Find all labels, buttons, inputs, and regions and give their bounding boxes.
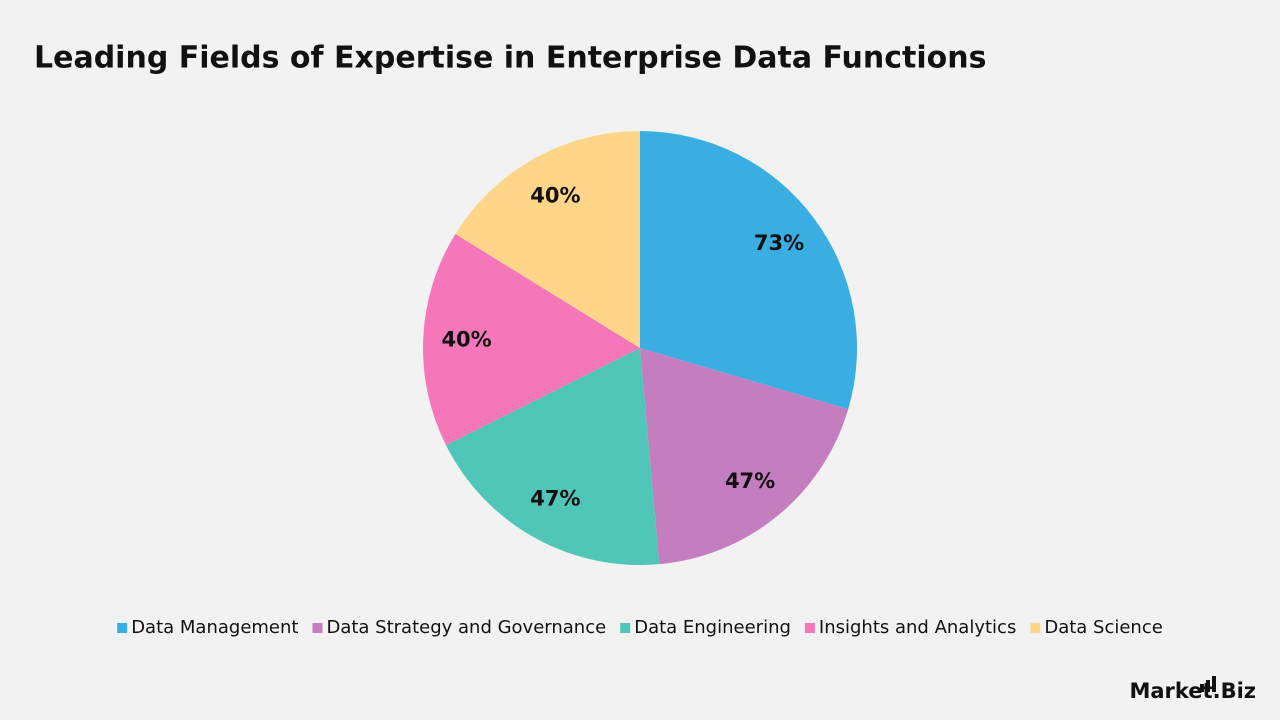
legend-label: Data Science (1044, 617, 1162, 638)
pie-slice (422, 233, 640, 446)
logo-icon (1200, 676, 1216, 692)
pie-slice (640, 131, 857, 410)
legend-swatch (1030, 623, 1041, 633)
data-label: 40% (530, 183, 580, 207)
logo: Market.Biz (1129, 679, 1256, 703)
pie-slice (445, 348, 660, 565)
legend-label: Insights and Analytics (819, 617, 1016, 638)
data-label: 73% (754, 231, 804, 255)
legend-swatch (117, 623, 128, 633)
legend-swatch (620, 623, 631, 633)
data-label: 47% (530, 487, 580, 511)
data-label: 47% (725, 469, 775, 493)
pie-slice (455, 131, 640, 348)
data-label: 40% (441, 327, 491, 351)
legend-label: Data Engineering (634, 617, 791, 638)
legend-label: Data Strategy and Governance (326, 617, 606, 638)
legend-swatch (804, 623, 815, 633)
pie-slice (640, 348, 849, 565)
chart-title: Leading Fields of Expertise in Enterpris… (34, 41, 987, 76)
legend-swatch (312, 623, 323, 633)
legend-label: Data Management (131, 617, 298, 638)
